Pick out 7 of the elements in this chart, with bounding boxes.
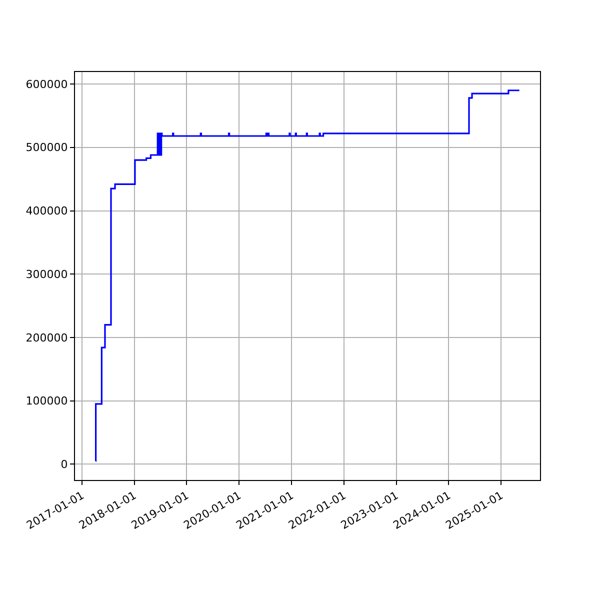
y-tick-label: 0	[60, 458, 68, 472]
y-tick-label: 300000	[26, 268, 68, 281]
y-tick-label: 600000	[26, 78, 68, 91]
y-tick-label: 100000	[26, 394, 68, 408]
y-tick-label: 500000	[26, 141, 68, 154]
y-tick-label: 200000	[26, 331, 68, 344]
y-tick-label: 400000	[26, 204, 68, 218]
